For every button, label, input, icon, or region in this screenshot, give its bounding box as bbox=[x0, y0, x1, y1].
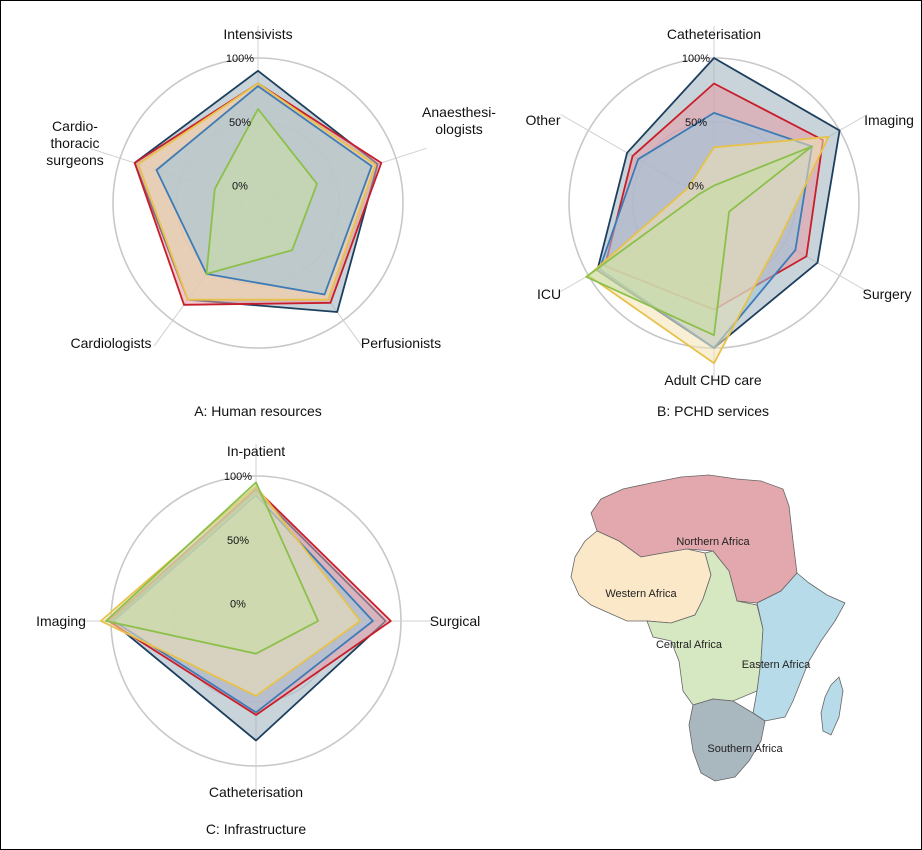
tick-label: 50% bbox=[227, 535, 249, 547]
africa-regions-map: Northern Africa Western Africa Central A… bbox=[570, 474, 846, 782]
map-region-eastern-africa bbox=[752, 572, 846, 722]
tick-label: 100% bbox=[226, 53, 254, 65]
axis-label-other: Other bbox=[525, 112, 560, 128]
axis-label-cardiologists: Cardiologists bbox=[71, 335, 152, 351]
tick-label: 0% bbox=[232, 181, 248, 193]
panel-title-a: A: Human resources bbox=[194, 403, 322, 419]
axis-label-cardio-thoracic-surgeons: Cardio-thoracic surgeons bbox=[46, 118, 104, 168]
panel-title-b: B: PCHD services bbox=[657, 403, 769, 419]
tick-label: 100% bbox=[682, 53, 710, 65]
axis-label-surgical: Surgical bbox=[430, 613, 481, 629]
axis-label-perfusionists: Perfusionists bbox=[361, 335, 441, 351]
axis-label-icu: ICU bbox=[537, 286, 561, 302]
series-polygon-central-africa bbox=[205, 108, 318, 275]
tick-label: 50% bbox=[229, 117, 251, 129]
map-label-southern-africa: Southern Africa bbox=[707, 743, 783, 755]
axis-label-in-patient: In-patient bbox=[227, 443, 285, 459]
axis-label-adult-chd-care: Adult CHD care bbox=[664, 372, 761, 388]
tick-label: 0% bbox=[230, 599, 246, 611]
axis-label-surgery: Surgery bbox=[862, 286, 911, 302]
radar-chart-human-resources: 0% 50% 100% Intensivists Anaesthesi-ologists… bbox=[46, 26, 496, 351]
axis-label-catheterisation: Catheterisation bbox=[209, 784, 303, 800]
radar-chart-pchd-services: 0% 50% 100% Catheterisation Imaging Surgery Ad… bbox=[525, 26, 914, 388]
map-region-southern-africa bbox=[688, 698, 766, 782]
tick-label: 100% bbox=[224, 471, 252, 483]
series-polygon-central-africa bbox=[105, 481, 320, 655]
map-island-madagascar bbox=[820, 676, 844, 736]
axis-label-imaging: Imaging bbox=[36, 613, 86, 629]
map-label-eastern-africa: Eastern Africa bbox=[742, 659, 811, 671]
map-label-central-africa: Central Africa bbox=[656, 639, 723, 651]
axis-label-intensivists: Intensivists bbox=[223, 26, 292, 42]
axis-label-imaging: Imaging bbox=[864, 112, 914, 128]
axis-label-catheterisation: Catheterisation bbox=[667, 26, 761, 42]
radar-chart-infrastructure: 0% 50% 100% In-patient Surgical Catheterisati… bbox=[36, 443, 480, 800]
tick-label: 50% bbox=[685, 117, 707, 129]
map-label-western-africa: Western Africa bbox=[605, 588, 677, 600]
tick-label: 0% bbox=[688, 181, 704, 193]
panel-title-c: C: Infrastructure bbox=[206, 821, 307, 837]
series-polygon-central-africa bbox=[585, 145, 813, 337]
map-label-northern-africa: Northern Africa bbox=[676, 536, 750, 548]
axis-label-anaesthesi-ologists: Anaesthesi-ologists bbox=[422, 104, 496, 137]
